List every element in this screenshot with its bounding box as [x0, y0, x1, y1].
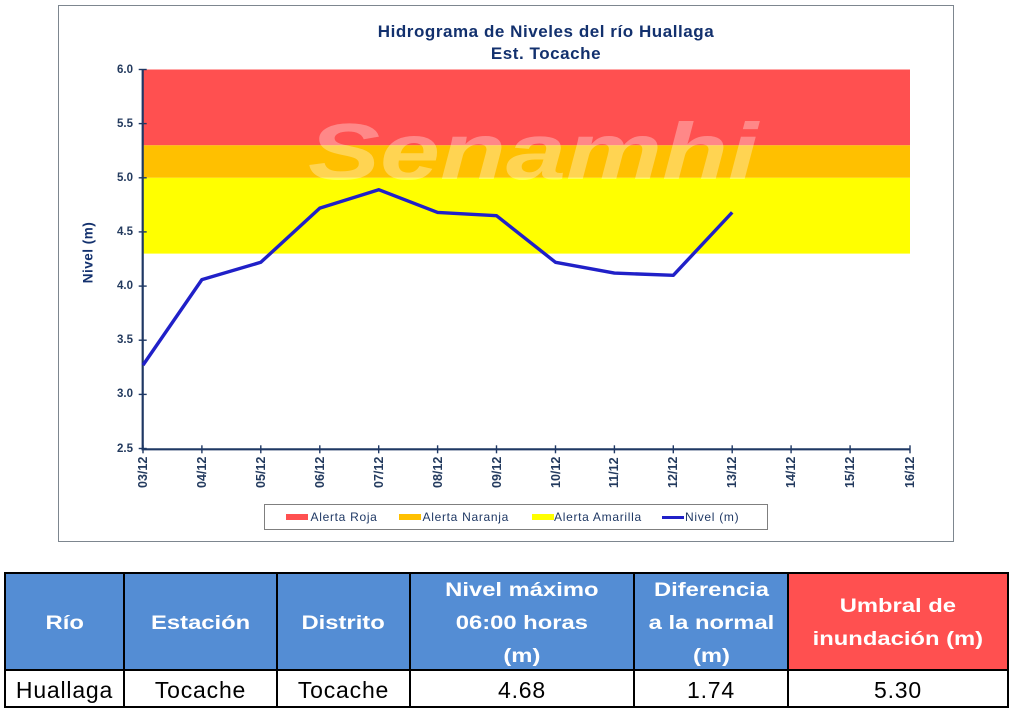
svg-text:Senamhi: Senamhi — [308, 107, 761, 196]
